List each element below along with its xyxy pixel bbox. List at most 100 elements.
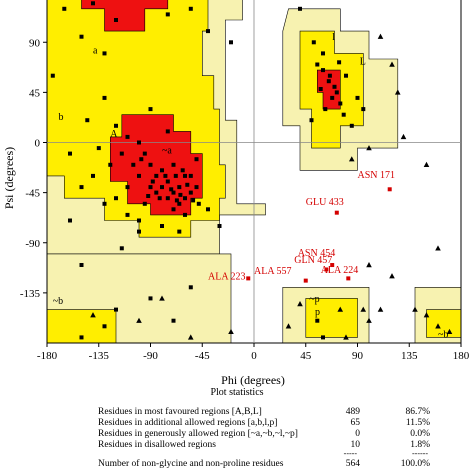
residue-square (183, 212, 187, 217)
residue-square (150, 179, 155, 184)
residue-square (148, 162, 153, 167)
residue-square (165, 12, 170, 17)
residue-triangle (366, 317, 372, 323)
residue-triangle (377, 33, 384, 39)
residue-square (165, 129, 170, 134)
region-label: a (93, 45, 98, 56)
residue-triangle (435, 323, 441, 329)
x-tick-label: 45 (300, 350, 312, 362)
outlier-point (324, 267, 329, 272)
residue-square (191, 198, 196, 203)
residue-square (102, 51, 107, 56)
region-label: L (360, 57, 366, 68)
x-tick-label: -90 (143, 350, 158, 362)
residue-square (148, 185, 153, 190)
residue-square (194, 185, 199, 190)
residue-square (183, 196, 187, 201)
residue-triangle (400, 133, 407, 140)
outlier-label: ALA 223 (208, 272, 246, 283)
residue-triangle (423, 161, 430, 167)
residue-square (321, 68, 325, 73)
residue-square (163, 173, 168, 178)
favoured-region-L (316, 69, 341, 110)
residue-triangle (159, 295, 165, 301)
residue-square (114, 18, 118, 22)
residue-square (160, 185, 164, 190)
residue-square (125, 185, 130, 190)
residue-points (50, 1, 453, 340)
residue-square (160, 168, 164, 173)
residue-triangle (389, 273, 395, 279)
residue-square (177, 229, 182, 234)
y-tick-label: 90 (29, 37, 41, 49)
residue-square (169, 187, 174, 192)
residue-square (330, 95, 335, 100)
residue-square (102, 201, 107, 206)
residue-square (327, 73, 332, 78)
residue-square (349, 123, 354, 128)
residue-square (318, 87, 323, 91)
region-label: ~a (162, 146, 172, 157)
residue-triangle (297, 301, 303, 307)
outlier-point (387, 187, 392, 192)
residue-square (229, 40, 233, 45)
stats-row-percent: 1.8% (410, 440, 430, 450)
residue-square (188, 285, 193, 290)
residue-triangle (394, 89, 401, 95)
residue-square (68, 218, 72, 223)
outlier-point (303, 278, 308, 283)
residue-square (139, 157, 144, 162)
outlier-label: GLN 457 (294, 255, 332, 266)
region-label: l (332, 32, 335, 43)
region-label: ~b (53, 296, 63, 307)
residue-square (326, 79, 331, 84)
outlier-label: ALA 557 (254, 266, 292, 277)
residue-square (154, 173, 159, 178)
residue-square (148, 296, 153, 301)
residue-square (50, 73, 55, 78)
residue-square (321, 51, 325, 56)
residue-square (171, 190, 176, 195)
residue-square (188, 173, 193, 178)
outlier-label: GLU 433 (306, 197, 344, 208)
residue-square (344, 73, 348, 78)
residue-square (114, 307, 118, 312)
residue-square (96, 146, 101, 151)
residue-square (334, 90, 339, 95)
outlier-label: ALA 224 (321, 265, 359, 276)
residue-square (91, 173, 95, 178)
residue-square (361, 107, 366, 112)
residue-square (160, 224, 164, 228)
residue-square (119, 246, 124, 251)
residue-square (188, 190, 193, 195)
residue-square (196, 201, 201, 206)
y-tick-label: 45 (29, 87, 41, 99)
residue-square (131, 162, 136, 167)
stats-row: Residues in generously allowed region [~… (0, 429, 474, 440)
residue-square (321, 335, 325, 340)
residue-square (217, 224, 222, 228)
stats-row-label: Residues in most favoured regions [A,B,L… (98, 407, 262, 417)
stats-row: Residues in additional allowed regions [… (0, 418, 474, 429)
residue-triangle (377, 306, 384, 312)
residue-triangle (337, 306, 344, 312)
residue-square (137, 173, 141, 178)
y-axis-label: Psi (degrees) (2, 147, 16, 209)
stats-row: Residues in most favoured regions [A,B,L… (0, 407, 474, 418)
residue-square (185, 182, 190, 187)
residue-square (332, 84, 337, 89)
stats-row-count: 10 (350, 440, 361, 450)
residue-square (183, 173, 187, 178)
residue-square (171, 207, 176, 212)
region-label: p (315, 307, 320, 318)
residue-triangle (348, 156, 355, 162)
x-tick-label: -180 (37, 350, 58, 362)
residue-square (337, 60, 342, 65)
residue-square (108, 162, 113, 167)
percent-divider: ------ (412, 449, 428, 458)
outlier-point (330, 263, 335, 268)
residue-square (311, 40, 316, 45)
plot-statistics: Plot statistics Residues in most favoure… (0, 387, 474, 474)
stats-row-percent: 11.5% (405, 418, 430, 428)
